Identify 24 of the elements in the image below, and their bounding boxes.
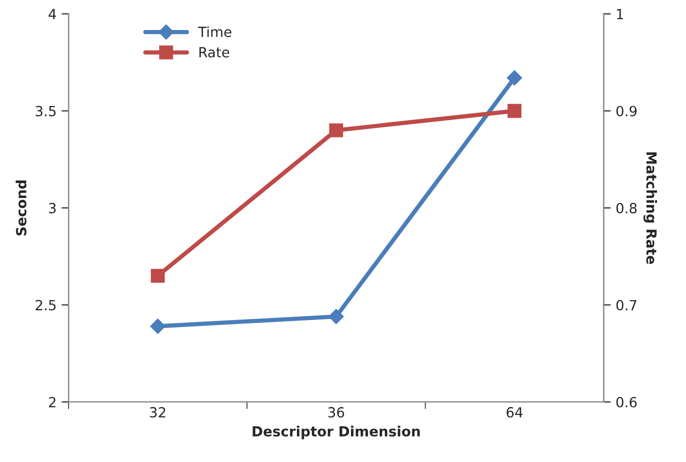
y2-tick-label: 0.7	[616, 300, 636, 310]
point	[329, 123, 344, 138]
y2-tick-label: 1	[617, 9, 624, 20]
y-tick-label: 2.5	[36, 300, 56, 310]
y2-axis-title: Matching Rate	[643, 152, 658, 264]
x-tick-label: 36	[328, 407, 344, 418]
point	[150, 318, 166, 334]
y-tick-label: 3.5	[36, 106, 56, 116]
point	[506, 70, 522, 86]
legend-label: Rate	[199, 47, 230, 58]
y2-tick-label: 0.8	[616, 202, 637, 214]
x-axis-title: Descriptor Dimension	[252, 426, 420, 440]
point	[508, 104, 522, 118]
point	[150, 268, 165, 283]
y-tick-label: 2	[48, 396, 56, 408]
y2-tick-label: 0.6	[616, 396, 637, 408]
point	[328, 308, 344, 324]
y-axis-title: Second	[16, 180, 26, 236]
legend-label: Time	[198, 26, 232, 38]
y2-tick-label: 0.9	[616, 106, 637, 116]
x-tick-label: 32	[150, 407, 166, 418]
x-tick-label: 64	[506, 407, 523, 418]
y-tick-label: 4	[48, 9, 56, 20]
y-tick-label: 3	[49, 202, 56, 214]
